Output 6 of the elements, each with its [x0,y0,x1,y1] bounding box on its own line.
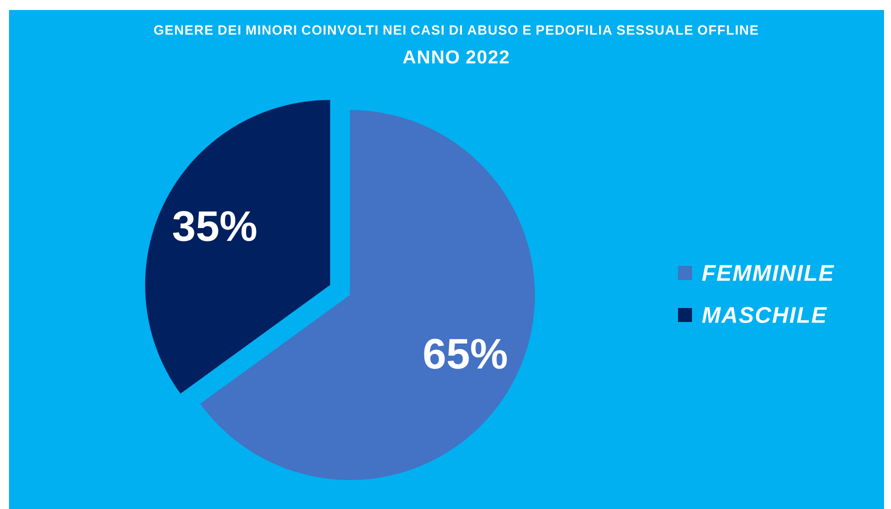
legend-label: FEMMINILE [702,265,834,281]
chart-subtitle: ANNO 2022 [403,50,509,64]
data-label: 35% [173,211,256,242]
data-label: 65% [424,338,507,369]
legend-label: MASCHILE [702,306,827,324]
chart-title: GENERE DEI MINORI COINVOLTI NEI CASI DI ABUSO E PEDOFILIA SESSUALE OFFLINE [154,25,758,35]
